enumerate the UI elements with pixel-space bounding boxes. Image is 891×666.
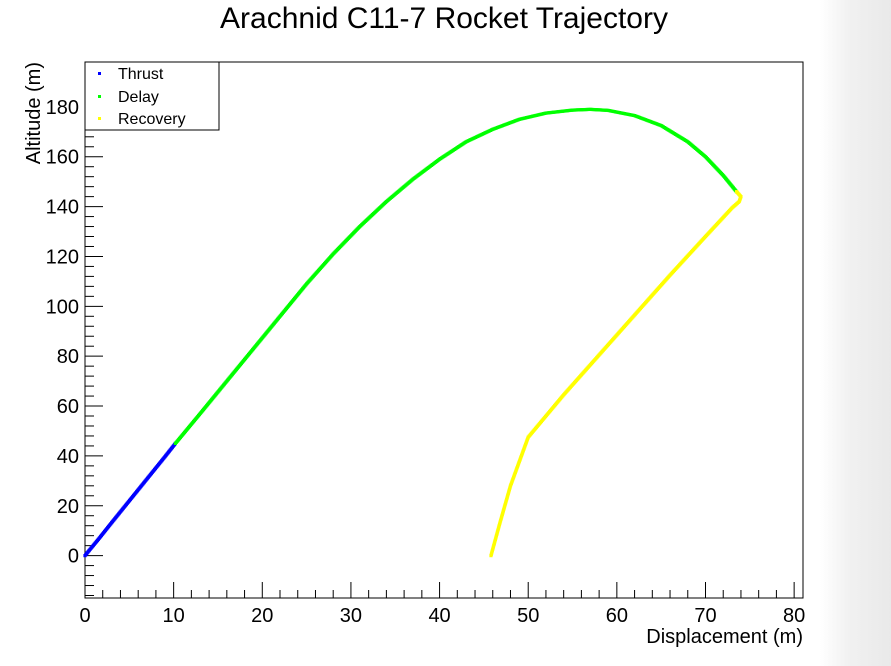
legend-box	[84, 61, 220, 131]
y-axis-tick-labels: 0 20 40 60 80 100 120 140 160 180	[46, 97, 79, 568]
x-tick-label: 40	[428, 605, 450, 627]
legend-label-recovery: Recovery	[118, 111, 186, 128]
y-tick-label: 180	[46, 97, 79, 119]
series-delay	[173, 107, 739, 446]
legend-swatch-delay	[98, 95, 101, 98]
series-recovery	[489, 190, 743, 558]
legend-label-delay: Delay	[118, 89, 159, 106]
window-edge	[820, 0, 891, 666]
x-tick-label: 50	[517, 605, 539, 627]
y-tick-label: 120	[46, 246, 79, 268]
legend-swatch-thrust	[98, 72, 101, 75]
y-tick-label: 140	[46, 197, 79, 219]
x-tick-label: 80	[783, 605, 805, 627]
x-tick-label: 70	[694, 605, 716, 627]
y-tick-label: 40	[57, 446, 79, 468]
x-tick-label: 30	[340, 605, 362, 627]
x-tick-label: 20	[251, 605, 273, 627]
chart-title: Arachnid C11-7 Rocket Trajectory	[220, 2, 668, 35]
y-axis-title: Altitude (m)	[23, 62, 45, 164]
series-point	[489, 554, 493, 558]
x-axis-tick-labels: 0 10 20 30 40 50 60 70 80	[79, 605, 805, 627]
y-tick-label: 160	[46, 147, 79, 169]
y-tick-label: 60	[57, 396, 79, 418]
y-tick-label: 100	[46, 296, 79, 318]
legend-label-thrust: Thrust	[118, 66, 164, 83]
y-tick-label: 20	[57, 496, 79, 518]
legend-swatch-recovery	[98, 117, 101, 120]
x-tick-label: 0	[79, 605, 90, 627]
x-axis-title: Displacement (m)	[646, 626, 803, 648]
x-axis-ticks	[84, 582, 795, 598]
x-tick-label: 60	[606, 605, 628, 627]
x-tick-label: 10	[163, 605, 185, 627]
legend: Thrust Delay Recovery	[84, 61, 220, 131]
plot-frame	[84, 61, 804, 599]
y-tick-label: 0	[68, 546, 79, 568]
series-layer	[83, 107, 743, 558]
y-tick-label: 80	[57, 346, 79, 368]
series-thrust	[83, 441, 178, 558]
